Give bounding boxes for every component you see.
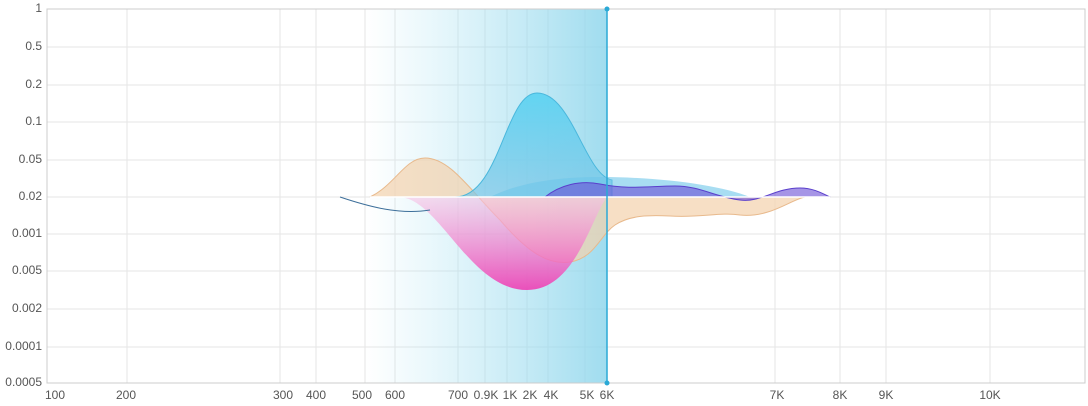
y-label: 0.0005	[5, 375, 42, 389]
y-label: 0.2	[25, 77, 42, 91]
y-label: 0.005	[12, 263, 42, 277]
curves	[339, 92, 831, 290]
x-label: 9K	[879, 388, 894, 402]
x-label: 5K	[580, 388, 595, 402]
curve-pink	[400, 197, 607, 290]
y-label: 0.1	[25, 114, 42, 128]
x-label: 1K	[503, 388, 518, 402]
x-label: 4K	[544, 388, 559, 402]
x-label: 6K	[600, 388, 615, 402]
y-label: 0.5	[25, 39, 42, 53]
y-label: 0.05	[19, 152, 43, 166]
y-label: 0.02	[19, 189, 43, 203]
x-label: 8K	[833, 388, 848, 402]
x-label: 10K	[979, 388, 1000, 402]
x-label: 300	[273, 388, 293, 402]
cursor-handle[interactable]	[604, 6, 610, 12]
curve-purple	[543, 182, 831, 201]
x-label: 700	[448, 388, 468, 402]
cursor-handle[interactable]	[604, 380, 610, 386]
y-label: 0.001	[12, 226, 42, 240]
x-label: 2K	[523, 388, 538, 402]
curve-blue	[454, 92, 613, 198]
x-label: 7K	[770, 388, 785, 402]
x-label: 200	[116, 388, 136, 402]
axis-labels: 1 0.5 0.2 0.1 0.05 0.02 0.001 0.005 0.002 0.0001 0…	[5, 1, 1000, 402]
x-label: 100	[45, 388, 65, 402]
x-label: 500	[352, 388, 372, 402]
x-label: 600	[385, 388, 405, 402]
curve-line	[339, 196, 431, 213]
x-label: 400	[306, 388, 326, 402]
y-label: 0.002	[12, 301, 42, 315]
x-label: 0.9K	[474, 388, 499, 402]
y-label: 1	[35, 1, 42, 15]
plot-frame	[46, 8, 1086, 384]
y-label: 0.0001	[5, 339, 42, 353]
